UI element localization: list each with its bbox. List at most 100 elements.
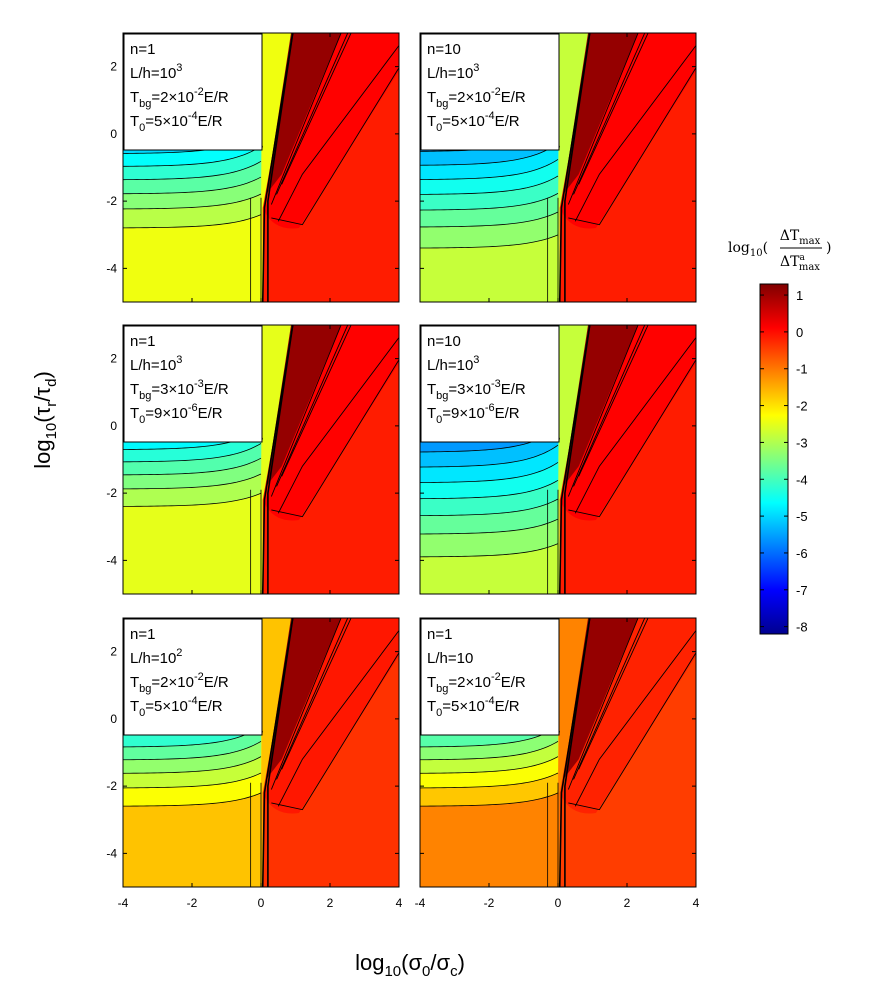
contour-line — [573, 325, 646, 487]
contour-line — [261, 618, 294, 887]
contour-line — [261, 325, 294, 594]
y-tick-label: 0 — [110, 127, 117, 141]
x-tick-label: -4 — [415, 896, 426, 910]
annotation-line: n=1 — [130, 41, 155, 58]
contour-line — [558, 325, 591, 594]
contour-line — [281, 618, 352, 770]
contour-line — [270, 618, 342, 790]
contour-line — [123, 443, 262, 463]
contour-line — [574, 44, 696, 222]
panel-4: n=10 L/h=103 Tbg=3×10-3E/RT0=9×10-6E/R — [419, 324, 697, 595]
contour-line — [567, 618, 639, 790]
y-tick-label: -4 — [106, 553, 117, 567]
y-tick-label: -2 — [106, 779, 117, 793]
contour-line — [420, 498, 559, 517]
ridge-region — [266, 325, 341, 487]
contour-line — [277, 44, 399, 222]
annotation-box — [123, 325, 263, 443]
contour-line — [558, 33, 591, 302]
contour-line — [281, 325, 352, 477]
x-tick-label: 0 — [258, 896, 265, 910]
contour-line — [271, 66, 399, 226]
contour-line — [276, 33, 349, 195]
panel-2: n=10 L/h=103 Tbg=2×10-2E/RT0=5×10-4E/R — [419, 32, 697, 303]
contour-line — [270, 325, 342, 497]
y-tick-label: -4 — [106, 261, 117, 275]
contour-line — [578, 325, 649, 477]
contour-line — [578, 33, 649, 185]
y-tick-label: -4 — [106, 846, 117, 860]
colorbar-tick-label: 0 — [796, 325, 803, 340]
x-tick-label: 0 — [555, 896, 562, 910]
annotation-line: n=1 — [130, 626, 155, 643]
panel-3: 2 0 -2 -4 n=1 L/h=103 Tbg=3×10-3E/RT0=9×10-6E/… — [106, 324, 400, 595]
contour-line — [123, 726, 262, 748]
colorbar-tick-label: -3 — [796, 435, 808, 450]
contour-line — [558, 618, 591, 887]
annotation-line: n=10 — [427, 333, 461, 350]
contour-line — [573, 618, 646, 780]
annotation-line: Tbg=2×10-2E/R — [427, 671, 526, 695]
annotation-box — [123, 33, 263, 151]
annotation-line: T0=5×10-4E/R — [427, 110, 520, 134]
x-tick-label: 4 — [693, 896, 700, 910]
x-tick-label: 2 — [327, 896, 334, 910]
annotation-line: T0=5×10-4E/R — [427, 695, 520, 719]
contour-line — [277, 629, 399, 807]
y-tick-label: 0 — [110, 712, 117, 726]
colorbar-tick-label: -8 — [796, 620, 808, 635]
annotation-box — [420, 325, 560, 443]
red-wedge — [264, 325, 399, 521]
y-tick-label: 2 — [110, 60, 117, 74]
x-tick-label: 4 — [396, 896, 403, 910]
contour-line — [420, 726, 559, 748]
contour-line — [261, 33, 294, 302]
y-tick-label: 0 — [110, 419, 117, 433]
red-wedge — [561, 33, 696, 229]
colorbar-tick-label: -7 — [796, 583, 808, 598]
colorbar-tick-label: 1 — [796, 288, 803, 303]
contour-line — [420, 211, 559, 228]
contour-line — [123, 457, 262, 476]
colorbar-title: log10( — [728, 240, 768, 259]
contour-line — [574, 629, 696, 807]
contour-line — [420, 741, 559, 761]
y-tick-label: 2 — [110, 645, 117, 659]
ridge-region — [563, 325, 638, 487]
annotation-line: T0=9×10-6E/R — [130, 402, 223, 426]
contour-line — [568, 358, 696, 518]
contour-line — [420, 159, 559, 180]
contour-line — [568, 651, 696, 811]
colorbar-tick-label: -5 — [796, 509, 808, 524]
contour-line — [420, 772, 559, 789]
panel-6: -4 -2 0 2 4 n=1 L/h=10 Tbg=2×10-2E/RT0=5×10-4E/… — [415, 617, 700, 910]
contour-line — [568, 66, 696, 226]
contour-line — [567, 325, 639, 497]
contour-line — [420, 518, 559, 535]
ridge-region — [563, 618, 638, 780]
x-axis-label: log10(σ0/σc) — [355, 950, 465, 980]
contour-line — [420, 479, 559, 500]
colorbar-title-numerator: ΔTmax — [780, 228, 821, 247]
contour-line — [123, 160, 262, 181]
contour-line — [420, 234, 559, 249]
annotation-line: L/h=102 — [130, 647, 182, 667]
ridge-region — [266, 618, 341, 780]
annotation-line: L/h=103 — [427, 62, 479, 82]
colorbar: log10( ΔTmax ΔTa max ) 1 0 -1 -2 -3 -4 -5 -6 -7 -8 — [728, 228, 831, 635]
annotation-line: Tbg=2×10-2E/R — [130, 86, 229, 110]
contour-line — [578, 618, 649, 770]
annotation-line: n=1 — [427, 626, 452, 643]
panel-1: 2 0 -2 -4 n=1 L/h=103 Tbg=2×10-2E/RT0=5×10-4E/… — [106, 32, 400, 303]
annotation-box — [420, 33, 560, 151]
colorbar-tick-label: -4 — [796, 472, 808, 487]
red-wedge — [264, 33, 399, 229]
colorbar-tick-label: -1 — [796, 362, 808, 377]
y-tick-label: 2 — [110, 352, 117, 366]
contour-line — [123, 193, 262, 210]
panel-5: 2 0 -2 -4 -4 -2 0 2 4 n=1 L/h=102 Tbg=2×10-2E/RT0=5… — [106, 617, 403, 910]
contour-line — [123, 214, 262, 229]
contour-line — [420, 756, 559, 774]
annotation-line: T0=5×10-4E/R — [130, 695, 223, 719]
contour-line — [123, 772, 262, 789]
